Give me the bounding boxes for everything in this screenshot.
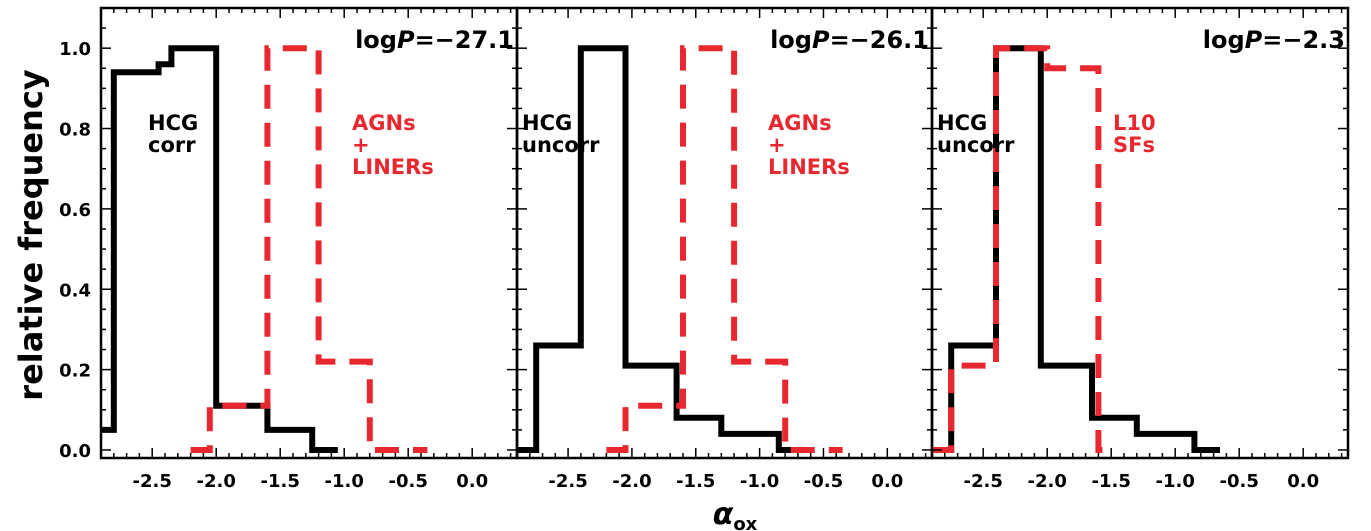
x-tick-label: -2.0: [612, 471, 651, 492]
panels-group: -2.5 -2.0 -1.5 -1.0 -0.5 0.0 0.0 0.2 0.4 0.6 0.8 1.…: [59, 6, 1350, 492]
label-comparison: L10 SFs: [1113, 111, 1156, 157]
x-tick-label: -0.5: [804, 471, 843, 492]
x-tick-label: 0.0: [871, 471, 903, 492]
x-tick-label: -1.5: [1092, 471, 1131, 492]
x-axis-label-subscript: ox: [733, 514, 757, 531]
y-tick-label: 0.2: [59, 361, 91, 382]
series-hcg-panel-2: [517, 45, 805, 453]
label-hcg: HCG uncorr: [522, 111, 600, 157]
panel-2: -2.5 -2.0 -1.5 -1.0 -0.5 0.0 logP=−26.1 HCG unco…: [515, 6, 934, 492]
x-tick-label: -1.5: [261, 471, 300, 492]
y-tick-label: 0.8: [59, 120, 91, 141]
y-tick-label: 0.0: [59, 441, 91, 462]
panel-title: logP=−2.3: [1203, 26, 1345, 54]
x-tick-label: -1.5: [676, 471, 715, 492]
x-tick-label: -1.0: [325, 471, 364, 492]
x-tick-label: 0.0: [1287, 471, 1319, 492]
x-axis-label-symbol: α: [713, 497, 734, 531]
x-tick-label: -1.0: [1156, 471, 1195, 492]
x-tick-label: -2.5: [548, 471, 587, 492]
panel-1: -2.5 -2.0 -1.5 -1.0 -0.5 0.0 0.0 0.2 0.4 0.6 0.8 1.…: [59, 6, 519, 492]
y-tick-label: 0.6: [59, 200, 91, 221]
x-tick-label: -2.5: [133, 471, 172, 492]
panel-3: -2.5 -2.0 -1.5 -1.0 -0.5 0.0 logP=−2.3 HCG uncor…: [930, 6, 1350, 492]
panel-frame: [99, 6, 519, 460]
panel-title: logP=−27.1: [355, 26, 514, 54]
x-axis-label: αox: [713, 497, 758, 531]
label-comparison: AGNs + LINERs: [768, 111, 850, 179]
panel-frame: [930, 6, 1350, 460]
label-hcg: HCG corr: [148, 111, 198, 157]
x-tick-label: 0.0: [456, 471, 488, 492]
label-hcg: HCG uncorr: [937, 111, 1015, 157]
x-tick-label: -0.5: [1220, 471, 1259, 492]
x-tick-label: -2.5: [964, 471, 1003, 492]
x-tick-label: -0.5: [389, 471, 428, 492]
y-tick-label: 1.0: [59, 39, 91, 60]
label-comparison: AGNs + LINERs: [352, 111, 434, 179]
series-hcg-panel-1: [101, 45, 338, 453]
series-comparison-panel-2: [606, 45, 843, 453]
series-hcg-panel-3: [932, 45, 1220, 453]
series-comparison-panel-1: [190, 45, 428, 453]
y-axis-label: relative frequency: [12, 69, 50, 401]
series-comparison-panel-3: [932, 45, 1112, 453]
x-tick-label: -1.0: [740, 471, 779, 492]
x-tick-label: -2.0: [1028, 471, 1067, 492]
panel-title: logP=−26.1: [770, 26, 929, 54]
y-tick-label: 0.4: [59, 280, 91, 301]
x-tick-label: -2.0: [197, 471, 236, 492]
